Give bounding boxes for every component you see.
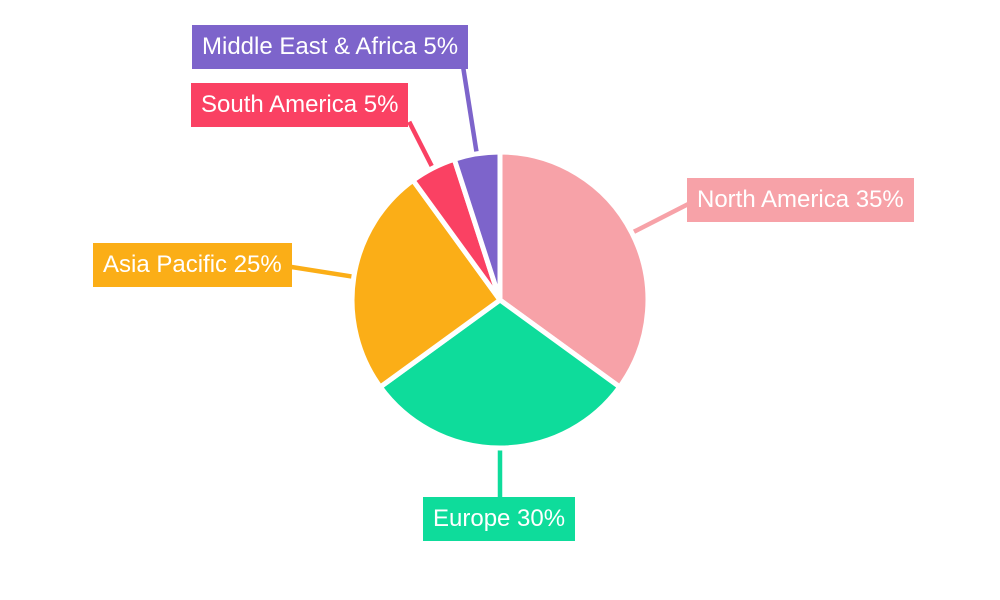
leader-line-asia-pacific (287, 264, 355, 280)
leader-line-middle-east-africa (460, 62, 480, 155)
pie-slices (349, 149, 651, 451)
pie-slice-north-america (497, 149, 651, 390)
slice-label-north-america: North America 35% (687, 178, 914, 222)
pie-slice-asia-pacific (349, 177, 503, 390)
pie-slice-middle-east-africa (451, 149, 503, 303)
leader-line-south-america (407, 120, 435, 170)
slice-label-europe: Europe 30% (423, 497, 576, 541)
pie-slice-europe (377, 297, 623, 451)
slice-label-asia-pacific: Asia Pacific 25% (93, 243, 292, 287)
slice-label-south-america: South America 5% (191, 83, 409, 127)
leader-lines (287, 62, 696, 500)
leader-line-north-america (630, 198, 696, 235)
slice-label-middle-east-africa: Middle East & Africa 5% (192, 25, 469, 69)
